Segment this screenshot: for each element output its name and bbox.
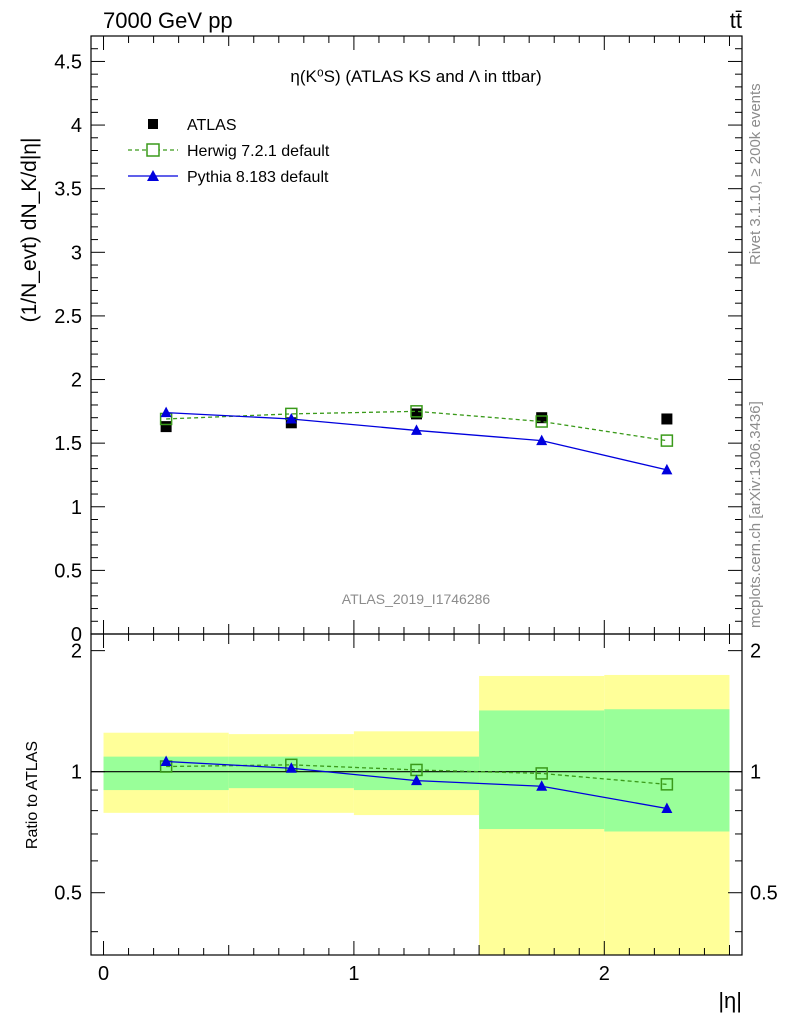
- legend: ATLAS Herwig 7.2.1 default Pythia 8.183 …: [128, 117, 330, 186]
- ratio-ytick-label-right: 2: [750, 641, 761, 663]
- ratio-herwig-point: [535, 767, 548, 780]
- ratio-bands: [103, 674, 730, 955]
- ratio-ytick-label-left: 2: [71, 641, 82, 663]
- main-ylabel: (1/N_evt) dN_K/d|η|: [18, 138, 41, 323]
- legend-marker-pythia: [147, 170, 159, 181]
- ratio-ytick-label-right: 0.5: [750, 883, 778, 905]
- main-pythia-point: [160, 406, 172, 418]
- main-pythia-point: [285, 412, 297, 424]
- main-pythia-line: [166, 411, 668, 471]
- main-herwig-point: [410, 405, 423, 418]
- main-ytick-label: 2.5: [54, 306, 82, 328]
- ratio-series: [159, 755, 674, 813]
- main-atlas-point: [661, 413, 673, 425]
- band-stat-bin-4: [604, 709, 730, 832]
- ratio-pythia-point: [536, 780, 548, 791]
- main-ytick-label: 3: [71, 242, 82, 264]
- ratio-ylabel: Ratio to ATLAS: [24, 741, 41, 849]
- main-atlas-point: [411, 408, 422, 420]
- main-pythia-point: [411, 424, 422, 435]
- main-pythia-point: [661, 463, 673, 475]
- ratio-ytick-label-left: 0.5: [54, 883, 82, 905]
- ratio-frame: [90, 633, 743, 956]
- main-herwig-point: [660, 434, 674, 447]
- main-ytick-label: 2: [71, 370, 82, 392]
- main-ytick-label: 3.5: [54, 179, 82, 201]
- legend-entry-herwig: Herwig 7.2.1 default: [128, 143, 330, 160]
- legend-entry-pythia: Pythia 8.183 default: [128, 169, 329, 186]
- main-atlas-point: [160, 421, 172, 433]
- ratio-pythia-point: [160, 755, 172, 767]
- x-axis-label: |η|: [718, 988, 742, 1013]
- legend-entry-atlas: ATLAS: [148, 117, 237, 134]
- ratio-pythia-point: [285, 762, 297, 773]
- ratio-xtick-label: 2: [599, 963, 610, 985]
- main-title: η(K⁰S) (ATLAS KS and Λ in ttbar): [290, 67, 541, 86]
- energy-label: 7000 GeV pp: [103, 8, 233, 33]
- main-ytick-label: 4.5: [54, 51, 82, 73]
- legend-marker-atlas: [148, 119, 158, 129]
- main-ytick-label: 1.5: [54, 433, 82, 455]
- main-axes: 0 0.5 1 1.5 2 2.5 3 3.5 4 4.5: [54, 35, 742, 646]
- watermark: ATLAS_2019_I1746286: [342, 591, 491, 607]
- legend-label-herwig: Herwig 7.2.1 default: [187, 143, 330, 160]
- ratio-pythia-point: [411, 774, 422, 786]
- mcplots-label: mcplots.cern.ch [arXiv:1306.3436]: [747, 401, 764, 628]
- main-ytick-label: 0: [71, 624, 82, 646]
- main-herwig-point: [535, 415, 548, 428]
- main-ytick-label: 0.5: [54, 560, 82, 582]
- ratio-xtick-label: 0: [98, 963, 109, 985]
- legend-label-atlas: ATLAS: [187, 117, 237, 134]
- main-ytick-label: 1: [71, 497, 82, 519]
- legend-marker-herwig: [146, 143, 160, 157]
- band-stat-bin-3: [479, 710, 605, 830]
- main-atlas-point: [536, 412, 548, 424]
- ratio-ytick-label-right: 1: [750, 762, 761, 784]
- process-label: tt̄: [730, 8, 742, 33]
- ratio-xtick-label: 1: [348, 963, 359, 985]
- ratio-axes: 0.5 0.5 1 1 2 2 0 1 2: [54, 634, 778, 985]
- ratio-herwig-point: [660, 778, 674, 791]
- ratio-pythia-point: [661, 802, 673, 813]
- main-pythia-point: [536, 434, 548, 446]
- legend-label-pythia: Pythia 8.183 default: [187, 169, 329, 186]
- main-ytick-label: 4: [71, 115, 82, 137]
- main-series: [159, 405, 674, 475]
- rivet-label: Rivet 3.1.10, ≥ 200k events: [747, 83, 764, 265]
- ratio-ytick-label-left: 1: [71, 762, 82, 784]
